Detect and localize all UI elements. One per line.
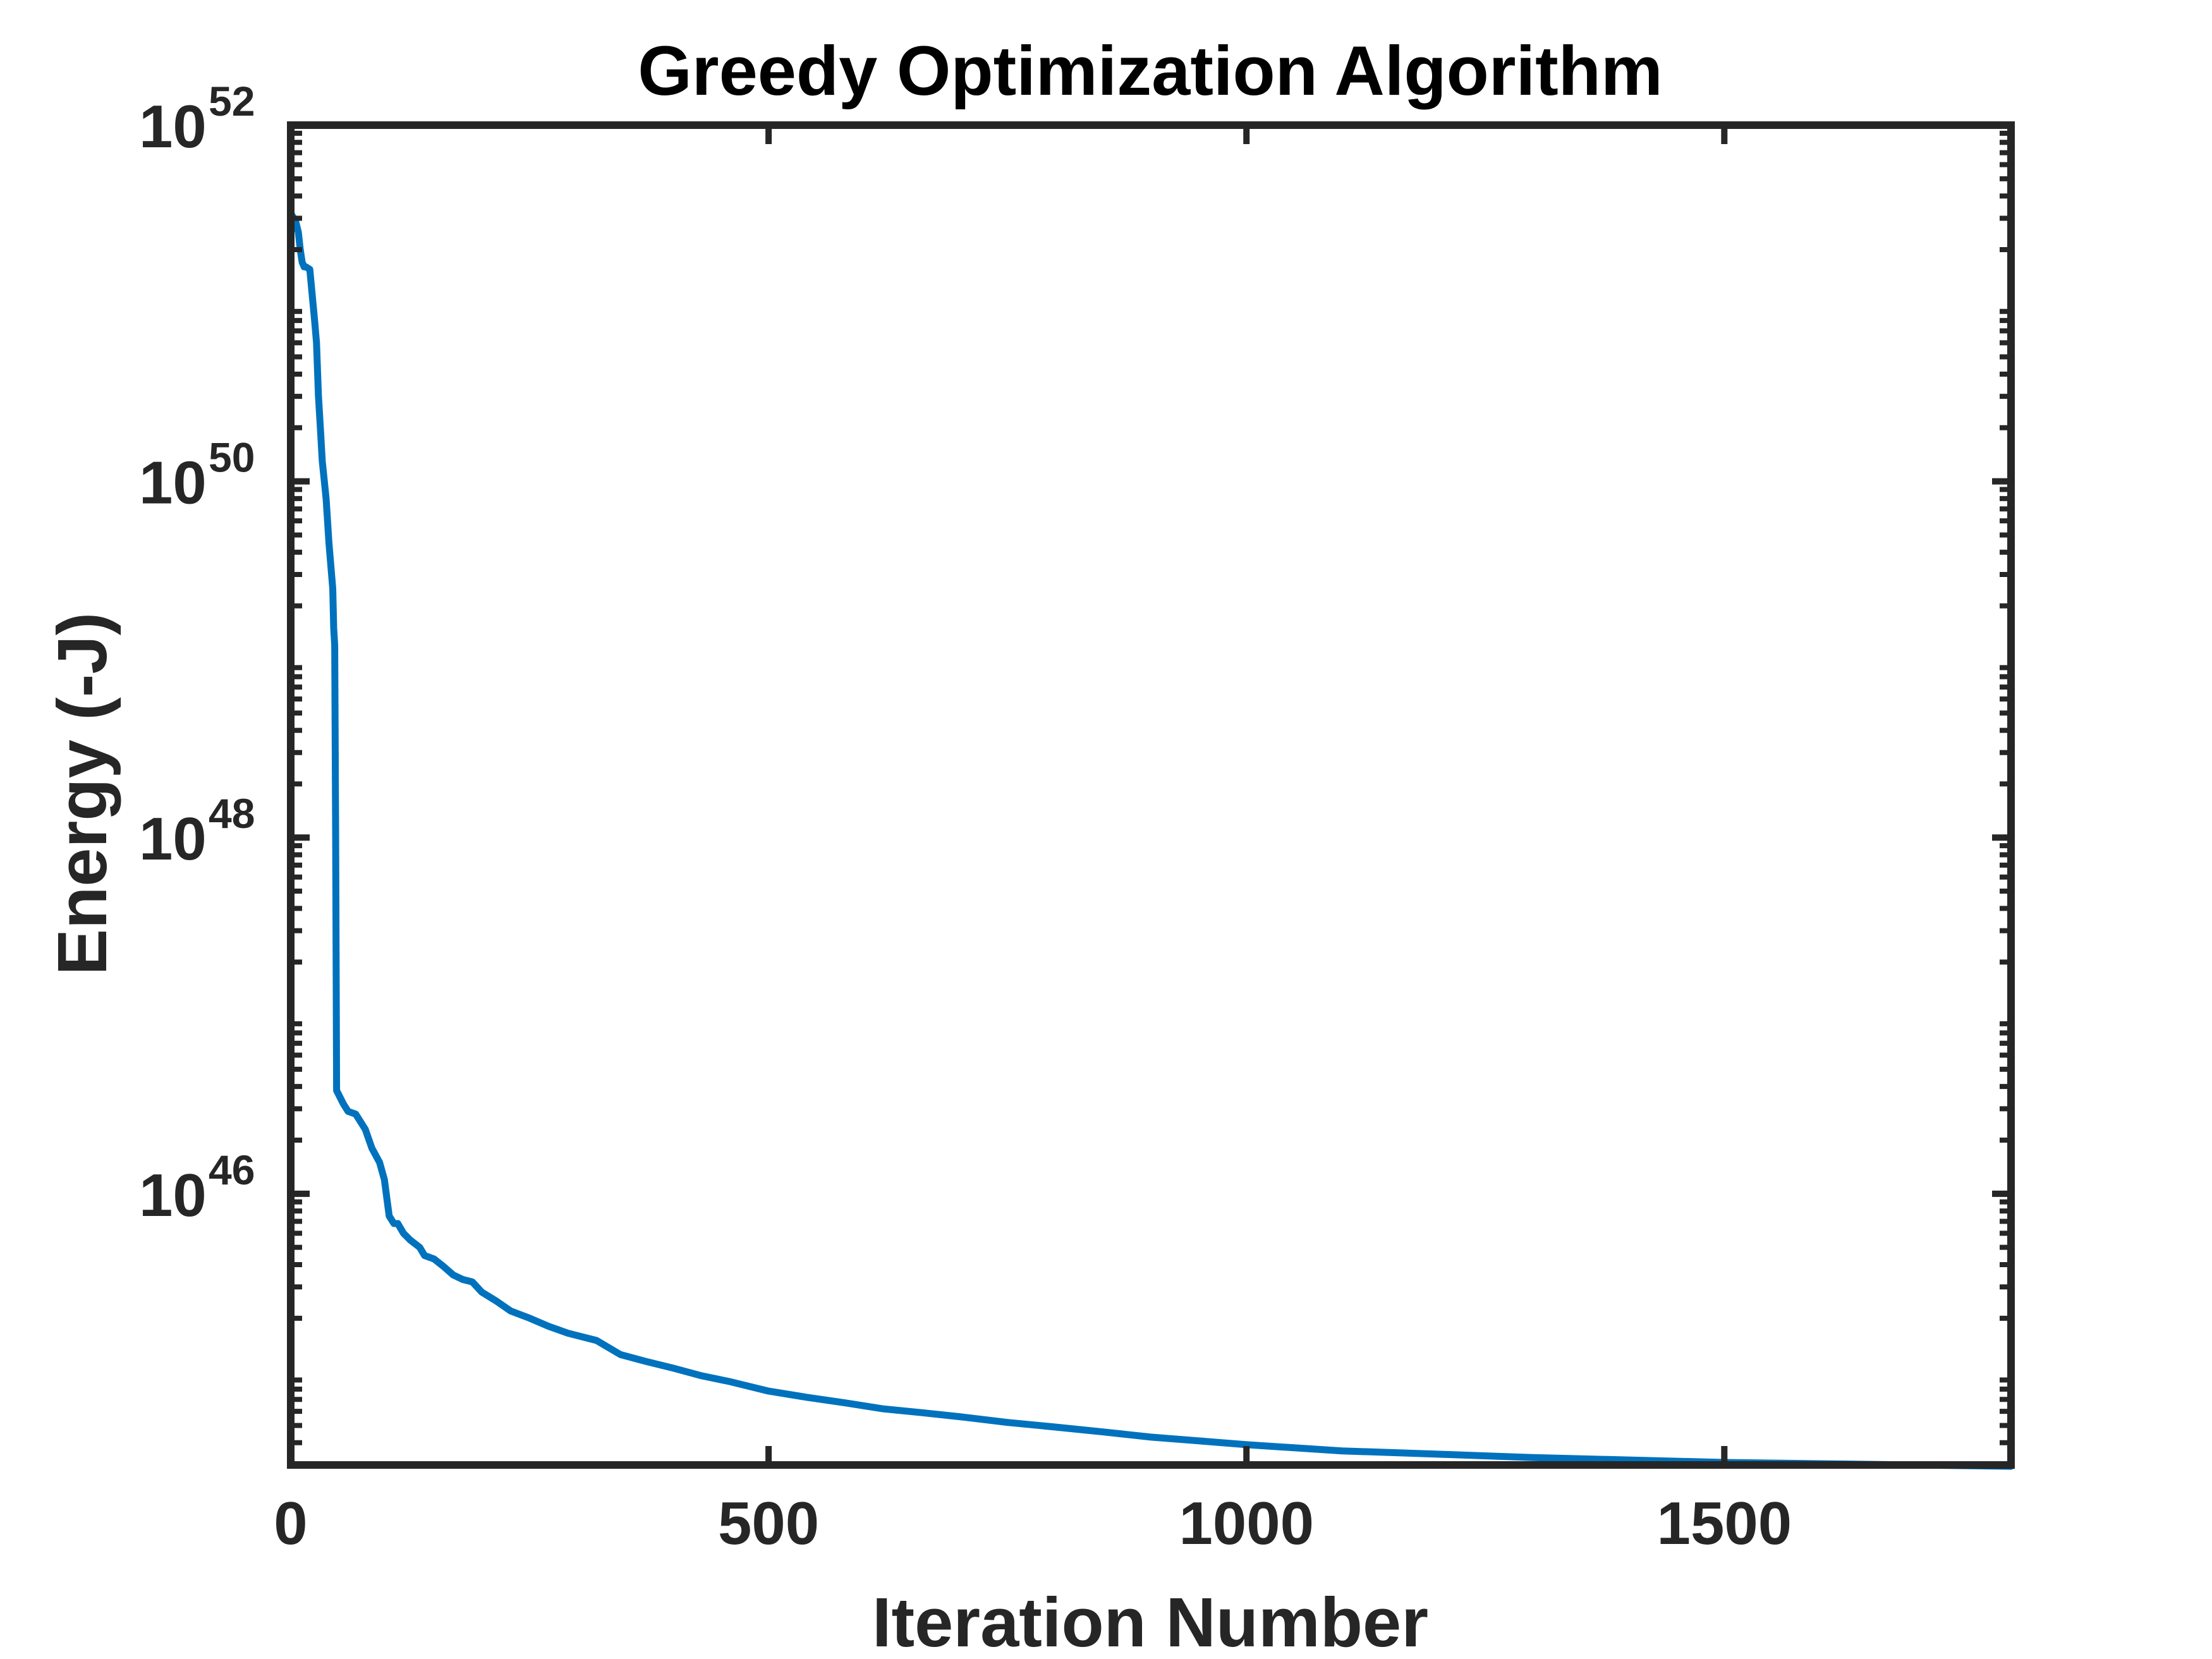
y-tick-label-exponent-2: 48 xyxy=(209,790,255,837)
y-tick-label-exponent-3: 50 xyxy=(209,434,255,481)
x-tick-label-2: 500 xyxy=(718,1490,819,1557)
x-tick-label-1: 0 xyxy=(274,1490,307,1557)
x-axis-title: Iteration Number xyxy=(872,1584,1428,1659)
y-tick-label-base-3: 10 xyxy=(139,449,207,517)
x-tick-label-4: 1500 xyxy=(1657,1490,1792,1557)
chart-title: Greedy Optimization Algorithm xyxy=(638,32,1663,110)
y-tick-label-base-4: 10 xyxy=(139,93,207,161)
y-tick-label-exponent-4: 52 xyxy=(209,78,255,125)
y-tick-label-base-2: 10 xyxy=(139,805,207,873)
y-tick-label-base-1: 10 xyxy=(139,1162,207,1229)
y-axis-title: Energy (-J) xyxy=(44,612,121,976)
x-tick-label-3: 1000 xyxy=(1179,1490,1314,1557)
y-tick-label-exponent-1: 46 xyxy=(209,1146,255,1193)
